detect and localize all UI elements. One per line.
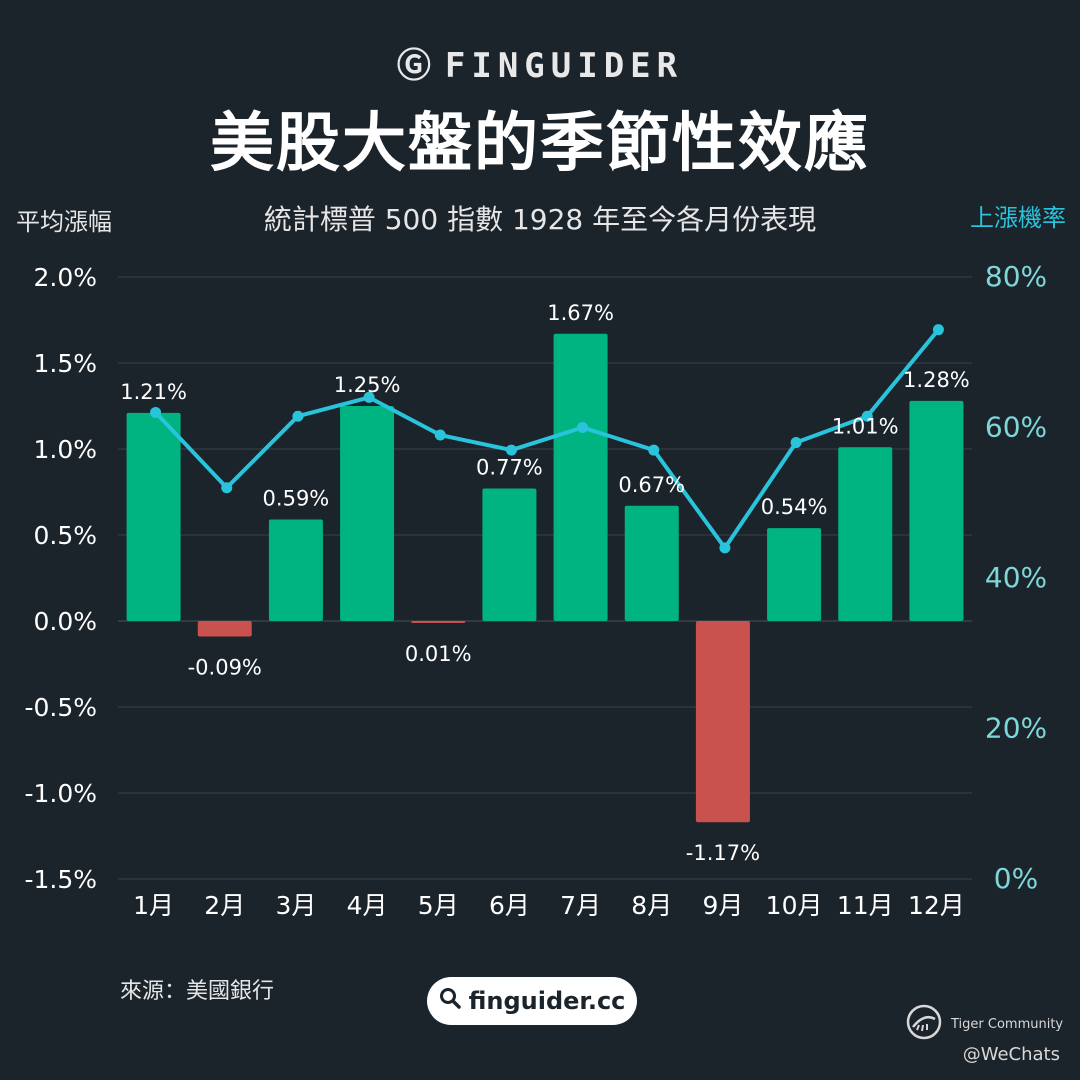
tiger-watermark: Tiger Community xyxy=(905,1003,1063,1045)
left-tick-label: -1.0% xyxy=(24,779,97,808)
wechat-watermark: @WeChats xyxy=(962,1044,1060,1065)
bar-value-label: 0.01% xyxy=(405,642,472,666)
left-tick-label: 2.0% xyxy=(33,263,97,292)
bar-value-label: -1.17% xyxy=(686,841,760,865)
url-text: finguider.cc xyxy=(468,987,626,1015)
bar-value-label: -0.09% xyxy=(188,655,262,679)
bar-value-label: 1.28% xyxy=(903,368,970,392)
probability-point xyxy=(505,444,517,456)
bar-value-label: 0.54% xyxy=(761,495,828,519)
label-layer: 1.21% -0.09% 0.59% 1.25% 0.01% 0.77% 1.67% 0.67… xyxy=(120,301,970,865)
bar xyxy=(695,621,750,823)
bar-value-label: 1.01% xyxy=(832,414,899,438)
bar xyxy=(838,447,893,621)
left-tick-label: -0.5% xyxy=(24,693,97,722)
left-tick-label: 0.5% xyxy=(33,521,97,550)
probability-point xyxy=(363,391,375,403)
probability-point xyxy=(719,542,731,554)
bar-value-label: 1.25% xyxy=(334,373,401,397)
tiger-logo-icon xyxy=(905,1003,943,1045)
x-tick-label: 1月 xyxy=(133,891,174,920)
right-tick-label: 0% xyxy=(994,862,1038,895)
x-tick-label: 2月 xyxy=(204,891,245,920)
bar xyxy=(909,400,964,621)
bar xyxy=(197,621,252,637)
probability-point xyxy=(434,429,446,441)
bar-value-label: 0.67% xyxy=(618,473,685,497)
probability-point xyxy=(292,410,304,422)
right-tick-label: 60% xyxy=(985,411,1047,444)
bar xyxy=(340,406,395,621)
bar xyxy=(126,412,181,621)
right-tick-label: 20% xyxy=(985,712,1047,745)
x-tick-label: 4月 xyxy=(347,891,388,920)
probability-point xyxy=(577,422,589,433)
source-note: 來源：美國銀行 xyxy=(120,979,275,1004)
left-tick-label: 0.0% xyxy=(33,607,97,636)
brand-logo: Ⓖ FINGUIDER xyxy=(0,38,1080,87)
right-axis-title: 上漲機率 xyxy=(970,204,1066,232)
search-icon xyxy=(439,987,461,1015)
left-tick-label: 1.5% xyxy=(33,349,97,378)
bar-value-label: 0.59% xyxy=(263,487,330,511)
brand-g-icon: Ⓖ xyxy=(396,46,437,86)
probability-point xyxy=(790,437,802,449)
x-tick-label: 11月 xyxy=(837,891,894,920)
x-tick-label: 3月 xyxy=(275,891,316,920)
page-subtitle: 統計標普 500 指數 1928 年至今各月份表現 xyxy=(263,203,817,236)
line-layer xyxy=(150,324,944,554)
brand-name: FINGUIDER xyxy=(444,46,684,86)
bar xyxy=(411,621,466,623)
x-tick-label: 7月 xyxy=(560,891,601,920)
x-tick-label: 12月 xyxy=(908,891,965,920)
x-tick-label: 10月 xyxy=(766,891,823,920)
probability-point xyxy=(648,444,660,456)
grid-layer xyxy=(118,276,972,880)
bar-value-label: 0.77% xyxy=(476,456,543,480)
right-tick-label: 40% xyxy=(985,561,1047,594)
probability-point xyxy=(861,410,873,422)
tiger-text: Tiger Community xyxy=(951,1016,1064,1032)
bar-value-label: 1.21% xyxy=(120,380,187,404)
probability-point xyxy=(221,482,233,494)
left-tick-label: -1.5% xyxy=(24,865,97,894)
x-tick-label: 5月 xyxy=(418,891,459,920)
bar xyxy=(553,333,608,621)
x-tick-label: 9月 xyxy=(702,891,743,920)
axis-layer: 2.0% 1.5% 1.0% 0.5% 0.0% -0.5% -1.0% -1.5% 80% 60… xyxy=(24,260,1047,920)
probability-point xyxy=(150,406,162,418)
x-tick-label: 6月 xyxy=(489,891,530,920)
bar-value-label: 1.67% xyxy=(547,301,614,325)
bar xyxy=(268,519,323,621)
page-title: 美股大盤的季節性效應 xyxy=(210,107,870,181)
left-tick-label: 1.0% xyxy=(33,435,97,464)
right-tick-label: 80% xyxy=(985,260,1047,293)
bar-layer xyxy=(126,333,964,823)
bar xyxy=(482,488,537,621)
left-axis-title: 平均漲幅 xyxy=(16,208,112,236)
x-tick-label: 8月 xyxy=(631,891,672,920)
probability-line xyxy=(154,328,940,550)
bar xyxy=(767,528,822,621)
url-link[interactable]: finguider.cc xyxy=(427,977,637,1025)
probability-point xyxy=(932,324,944,336)
bar xyxy=(624,505,679,621)
